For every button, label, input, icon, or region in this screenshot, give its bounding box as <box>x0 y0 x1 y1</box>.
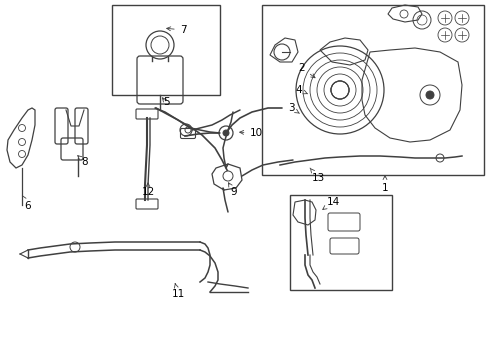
Text: 8: 8 <box>78 156 88 167</box>
Text: 3: 3 <box>287 103 299 113</box>
Circle shape <box>330 81 348 99</box>
Text: 4: 4 <box>295 85 307 95</box>
Bar <box>112 5 220 95</box>
Text: 7: 7 <box>166 25 186 35</box>
Text: 14: 14 <box>322 197 339 210</box>
Text: 6: 6 <box>22 195 31 211</box>
Circle shape <box>223 130 228 136</box>
Text: 2: 2 <box>298 63 314 78</box>
Bar <box>289 195 391 290</box>
Circle shape <box>399 10 407 18</box>
Text: 9: 9 <box>228 183 237 197</box>
Circle shape <box>425 91 433 99</box>
Text: 13: 13 <box>309 168 324 183</box>
Text: 10: 10 <box>239 128 262 138</box>
Text: 1: 1 <box>381 176 387 193</box>
Circle shape <box>223 171 232 181</box>
Bar <box>262 5 483 175</box>
Text: 11: 11 <box>171 283 184 299</box>
Text: 12: 12 <box>141 183 154 197</box>
Circle shape <box>334 85 345 95</box>
Text: 5: 5 <box>162 97 169 107</box>
